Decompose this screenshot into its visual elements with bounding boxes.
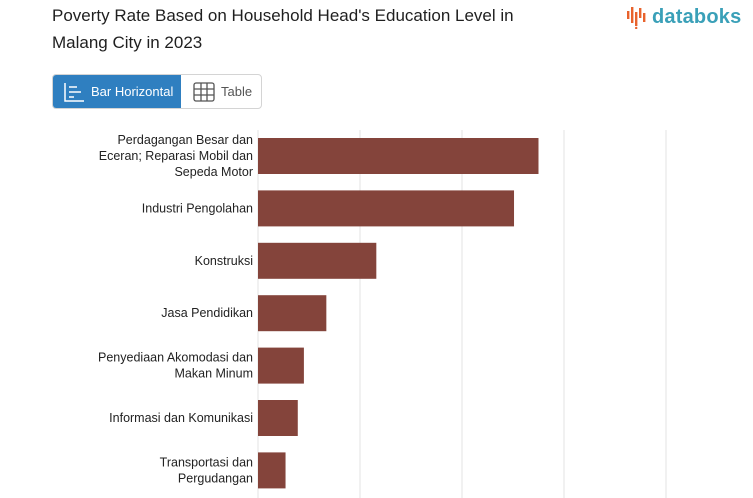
category-label-line: Pergudangan — [178, 471, 253, 485]
view-toggle: Bar Horizontal Table — [52, 74, 262, 109]
category-label-4: Penyediaan Akomodasi dan Makan Minum — [98, 351, 253, 381]
bar-chart-icon — [64, 82, 84, 102]
category-label-6: Transportasi dan Pergudangan — [160, 455, 253, 485]
category-label-0: Perdagangan Besar dan Eceran; Reparasi Mo… — [99, 133, 253, 179]
bar-4[interactable] — [258, 347, 304, 384]
logo-text: databoks — [652, 5, 742, 28]
bar-horizontal-label: Bar Horizontal — [91, 84, 174, 99]
table-button[interactable]: Table — [181, 75, 261, 108]
category-labels: Perdagangan Besar dan Eceran; Reparasi Mo… — [98, 133, 253, 485]
category-label-line: Jasa Pendidikan — [161, 306, 253, 320]
category-label-line: Perdagangan Besar dan — [117, 133, 253, 147]
bar-3[interactable] — [258, 295, 327, 332]
category-label-line: Makan Minum — [175, 367, 254, 381]
chart-title: Poverty Rate Based on Household Head's E… — [52, 6, 514, 52]
category-label-1: Industri Pengolahan — [142, 201, 253, 215]
category-label-5: Informasi dan Komunikasi — [109, 411, 253, 425]
bar-horizontal-button[interactable]: Bar Horizontal — [53, 75, 181, 108]
databoks-logo[interactable]: databoks — [626, 4, 741, 30]
table-icon — [193, 81, 215, 102]
category-label-2: Konstruksi — [195, 254, 253, 268]
databoks-bars-icon — [627, 7, 646, 29]
category-label-line: Sepeda Motor — [174, 165, 253, 179]
bar-6[interactable] — [258, 452, 286, 489]
category-label-line: Transportasi dan — [160, 455, 253, 469]
bar-1[interactable] — [258, 190, 515, 227]
table-label: Table — [221, 84, 253, 99]
category-label-3: Jasa Pendidikan — [161, 306, 253, 320]
category-label-line: Eceran; Reparasi Mobil dan — [99, 149, 253, 163]
category-label-line: Informasi dan Komunikasi — [109, 411, 253, 425]
bar-chart: Perdagangan Besar dan Eceran; Reparasi Mo… — [98, 130, 667, 498]
bars — [258, 138, 539, 489]
bar-0[interactable] — [258, 138, 539, 174]
bar-2[interactable] — [258, 242, 377, 279]
bar-5[interactable] — [258, 400, 298, 436]
category-label-line: Industri Pengolahan — [142, 201, 253, 215]
category-label-line: Konstruksi — [195, 254, 253, 268]
category-label-line: Penyediaan Akomodasi dan — [98, 351, 253, 365]
